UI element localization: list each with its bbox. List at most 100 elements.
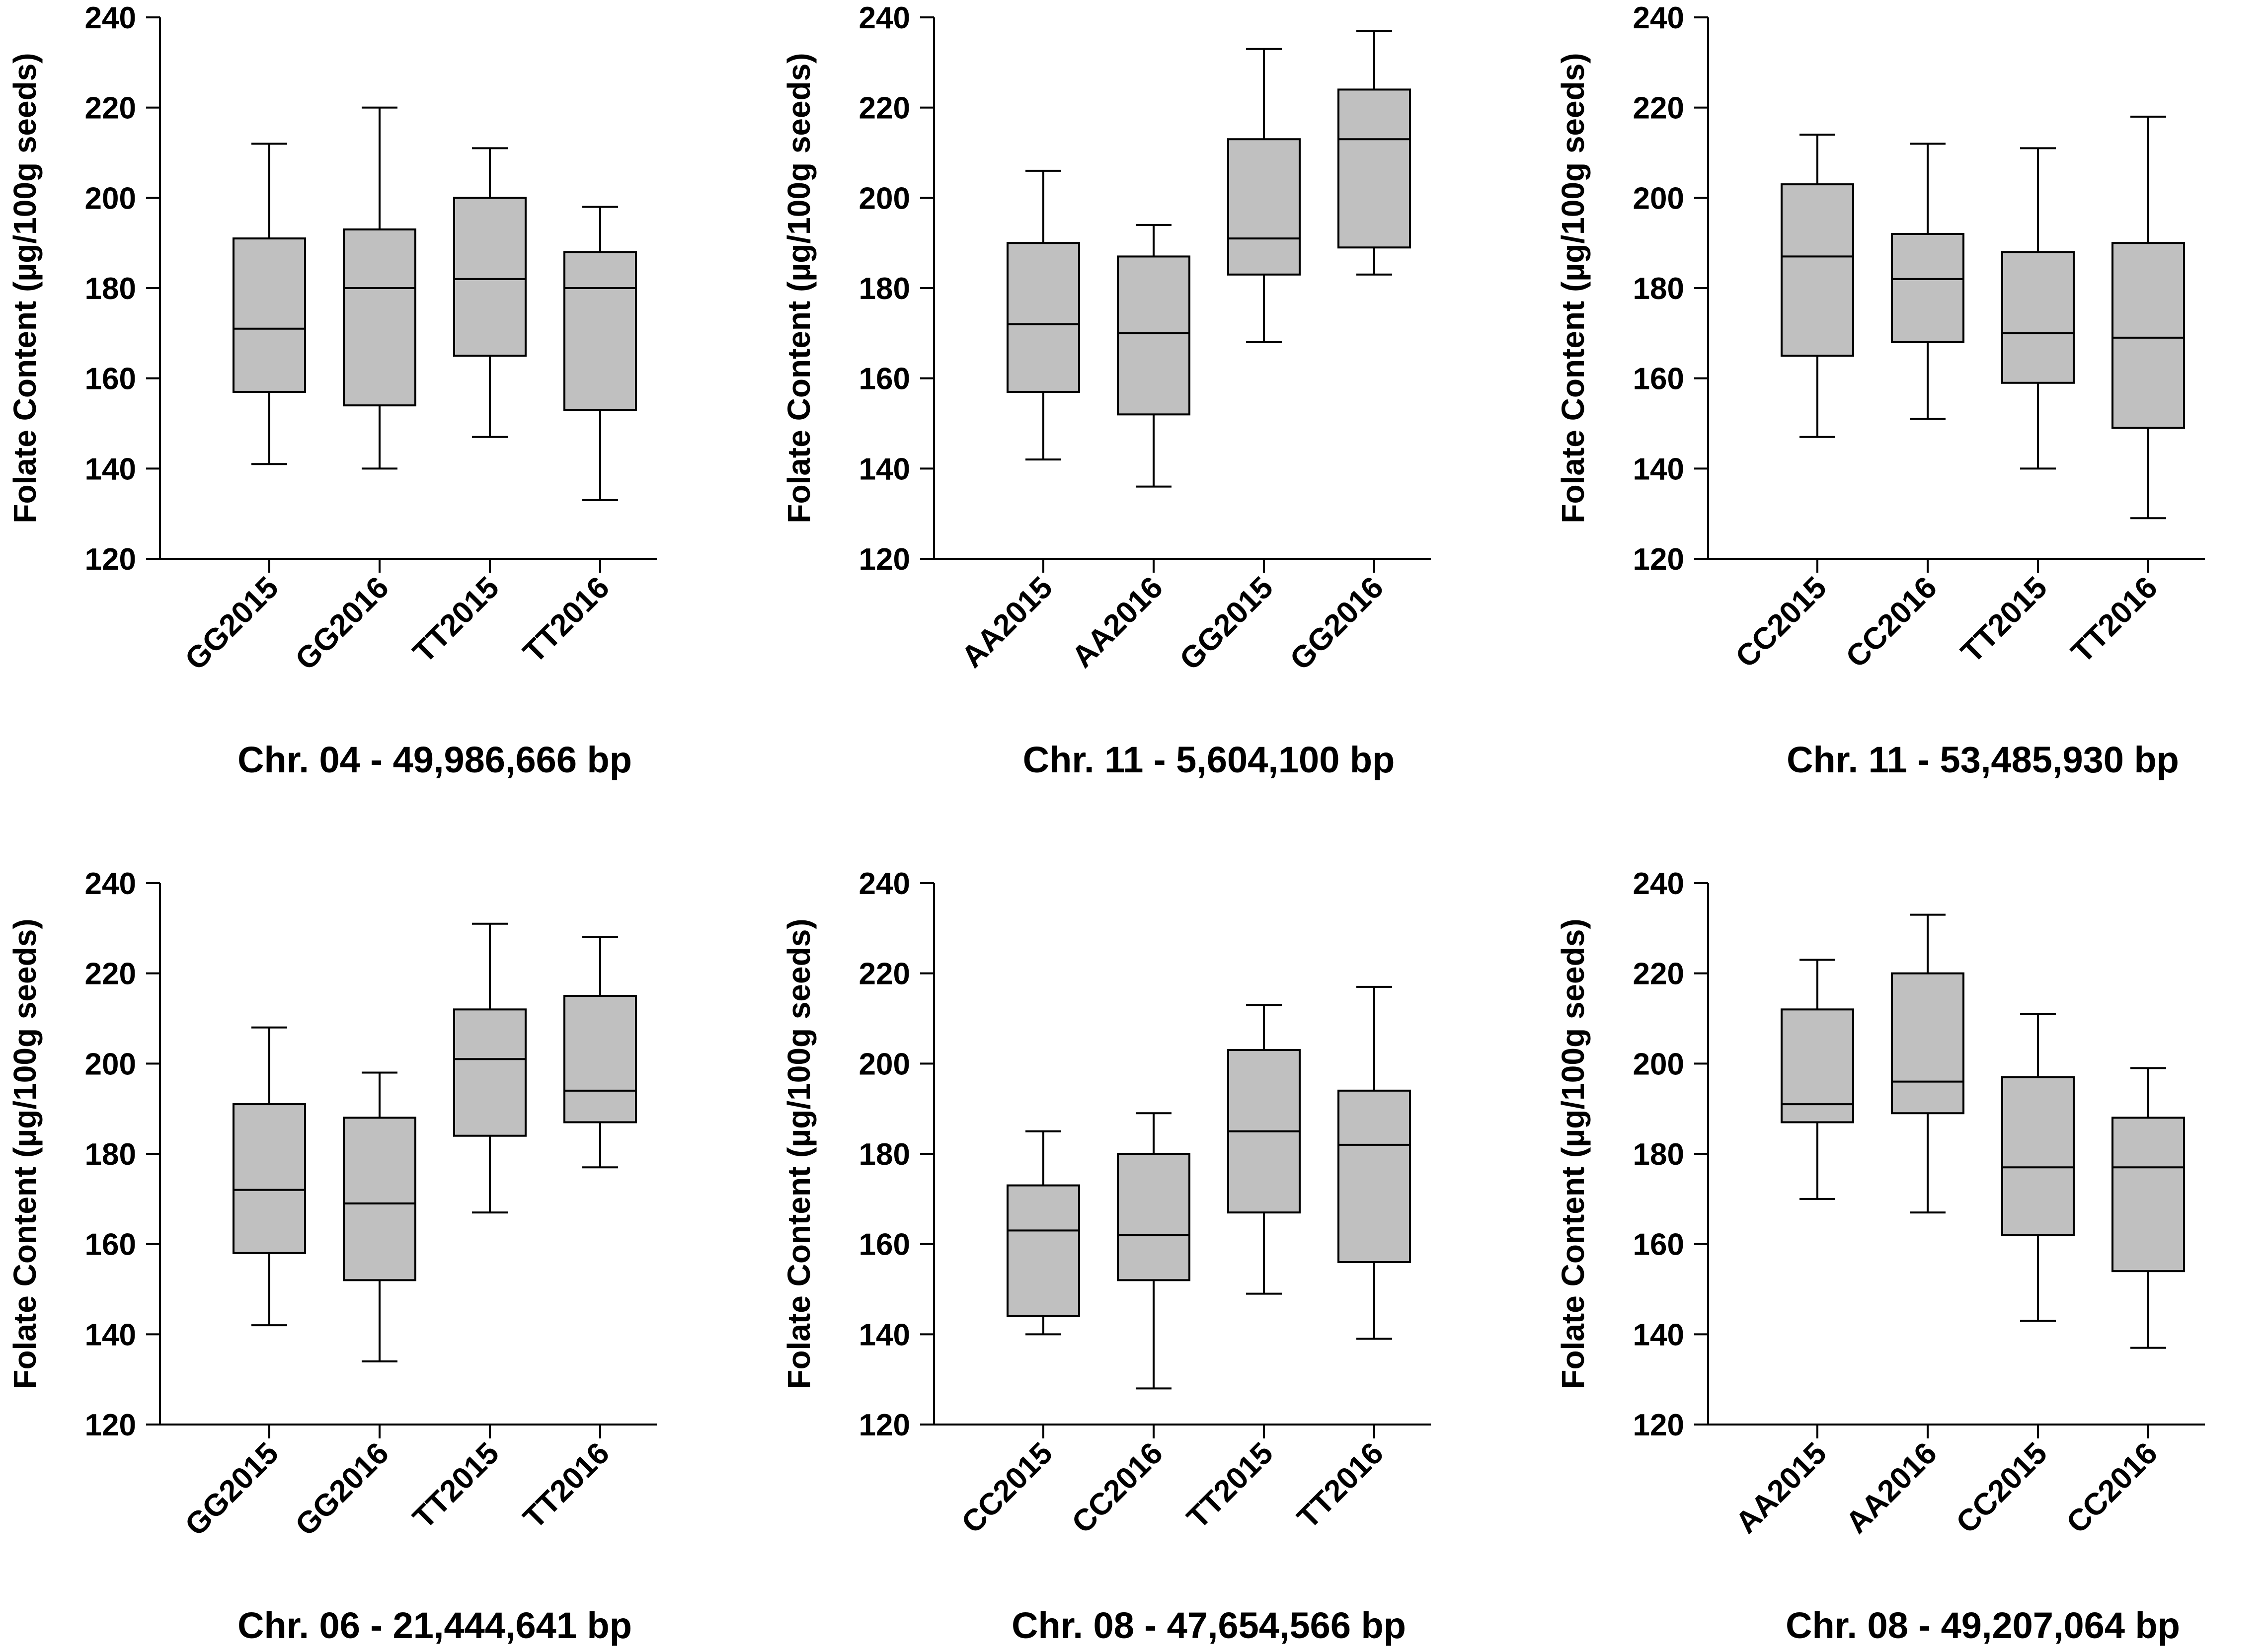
iqr-box bbox=[2112, 243, 2184, 428]
panel-title: Chr. 11 - 53,485,930 bp bbox=[1787, 739, 2179, 780]
box-GG2015: GG2015 bbox=[178, 1028, 305, 1543]
iqr-box bbox=[1892, 234, 1963, 342]
x-category-label: TT2016 bbox=[2065, 570, 2164, 670]
x-category-label: TT2015 bbox=[406, 570, 506, 670]
y-tick-label: 120 bbox=[1633, 542, 1684, 577]
x-category-label: AA2016 bbox=[1839, 1436, 1944, 1540]
panel-title: Chr. 08 - 49,207,064 bp bbox=[1786, 1605, 2180, 1646]
y-tick-label: 140 bbox=[85, 1318, 136, 1352]
x-category-label: TT2015 bbox=[1180, 1436, 1280, 1535]
box-CC2015: CC2015 bbox=[1950, 1014, 2074, 1540]
y-tick-label: 220 bbox=[1633, 957, 1684, 991]
y-tick-label: 220 bbox=[859, 91, 910, 126]
y-tick-label: 160 bbox=[1633, 362, 1684, 396]
y-axis-label: Folate Content (µg/100g seeds) bbox=[781, 53, 817, 523]
y-tick-label: 200 bbox=[1633, 1047, 1684, 1081]
x-category-label: CC2015 bbox=[1729, 570, 1833, 675]
iqr-box bbox=[1782, 184, 1853, 356]
box-CC2015: CC2015 bbox=[1729, 135, 1853, 675]
y-tick-label: 220 bbox=[85, 91, 136, 126]
y-tick-label: 180 bbox=[859, 272, 910, 306]
iqr-box bbox=[2002, 252, 2074, 382]
iqr-box bbox=[454, 198, 526, 356]
box-TT2015: TT2015 bbox=[1954, 148, 2074, 670]
box-GG2015: GG2015 bbox=[1173, 49, 1300, 677]
panel-title: Chr. 06 - 21,444,641 bp bbox=[237, 1605, 632, 1646]
y-tick-label: 240 bbox=[1633, 867, 1684, 901]
iqr-box bbox=[1118, 256, 1189, 414]
iqr-box bbox=[1008, 243, 1079, 392]
box-CC2016: CC2016 bbox=[2060, 1068, 2184, 1540]
iqr-box bbox=[344, 1118, 415, 1280]
x-category-label: CC2016 bbox=[1065, 1436, 1170, 1540]
iqr-box bbox=[454, 1009, 526, 1135]
box-CC2015: CC2015 bbox=[955, 1131, 1079, 1540]
y-tick-label: 240 bbox=[85, 867, 136, 901]
figure-canvas: 120 140 160 180 200 220 240 Folate Content (µg/… bbox=[0, 0, 2266, 1652]
x-category-label: GG2016 bbox=[1283, 570, 1390, 677]
box-GG2015: GG2015 bbox=[178, 144, 305, 676]
y-tick-label: 140 bbox=[859, 1318, 910, 1352]
y-tick-label: 240 bbox=[85, 1, 136, 35]
y-tick-label: 120 bbox=[859, 542, 910, 577]
y-tick-label: 140 bbox=[85, 452, 136, 486]
panel-title: Chr. 08 - 47,654,566 bp bbox=[1012, 1605, 1406, 1646]
y-tick-label: 160 bbox=[859, 362, 910, 396]
y-tick-label: 200 bbox=[85, 181, 136, 216]
chart-panel-2: 120 140 160 180 200 220 240 Folate Content (µg/… bbox=[781, 1, 1431, 780]
y-tick-label: 200 bbox=[1633, 181, 1684, 216]
x-category-label: AA2015 bbox=[1729, 1436, 1833, 1540]
box-GG2016: GG2016 bbox=[1283, 31, 1410, 676]
box-GG2016: GG2016 bbox=[289, 108, 415, 677]
y-tick-label: 200 bbox=[859, 181, 910, 216]
y-tick-label: 180 bbox=[859, 1137, 910, 1172]
iqr-box bbox=[234, 238, 305, 392]
box-TT2016: TT2016 bbox=[1291, 987, 1410, 1535]
box-AA2016: AA2016 bbox=[1839, 915, 1963, 1540]
iqr-box bbox=[1782, 1009, 1853, 1122]
box-TT2015: TT2015 bbox=[406, 148, 526, 670]
x-category-label: CC2016 bbox=[2060, 1436, 2164, 1540]
iqr-box bbox=[2002, 1077, 2074, 1235]
y-axis-label: Folate Content (µg/100g seeds) bbox=[7, 918, 43, 1389]
x-category-label: GG2016 bbox=[289, 570, 395, 677]
box-AA2015: AA2015 bbox=[1729, 960, 1853, 1540]
box-GG2016: GG2016 bbox=[289, 1073, 415, 1543]
y-tick-label: 180 bbox=[85, 272, 136, 306]
y-tick-label: 140 bbox=[859, 452, 910, 486]
y-tick-label: 180 bbox=[1633, 1137, 1684, 1172]
iqr-box bbox=[1892, 974, 1963, 1114]
iqr-box bbox=[564, 252, 636, 410]
y-tick-label: 140 bbox=[1633, 1318, 1684, 1352]
chart-panel-5: 120 140 160 180 200 220 240 Folate Content (µg/… bbox=[781, 867, 1431, 1646]
box-TT2016: TT2016 bbox=[517, 937, 636, 1535]
y-tick-label: 200 bbox=[859, 1047, 910, 1081]
chart-panel-6: 120 140 160 180 200 220 240 Folate Content (µg/… bbox=[1555, 867, 2205, 1646]
y-tick-label: 180 bbox=[1633, 272, 1684, 306]
x-category-label: GG2015 bbox=[178, 1436, 285, 1543]
x-category-label: CC2015 bbox=[955, 1436, 1059, 1540]
box-TT2016: TT2016 bbox=[517, 207, 636, 670]
box-AA2015: AA2015 bbox=[955, 171, 1079, 675]
box-TT2016: TT2016 bbox=[2065, 117, 2184, 670]
iqr-box bbox=[234, 1104, 305, 1253]
y-tick-label: 140 bbox=[1633, 452, 1684, 486]
y-axis-label: Folate Content (µg/100g seeds) bbox=[7, 53, 43, 523]
y-tick-label: 120 bbox=[1633, 1408, 1684, 1442]
iqr-box bbox=[2112, 1118, 2184, 1271]
y-tick-label: 160 bbox=[85, 1228, 136, 1262]
box-CC2016: CC2016 bbox=[1839, 144, 1963, 674]
box-AA2016: AA2016 bbox=[1065, 225, 1189, 675]
y-tick-label: 160 bbox=[85, 362, 136, 396]
y-tick-label: 240 bbox=[859, 867, 910, 901]
iqr-box bbox=[1118, 1154, 1189, 1280]
panel-title: Chr. 04 - 49,986,666 bp bbox=[237, 739, 632, 780]
iqr-box bbox=[1338, 89, 1410, 247]
y-tick-label: 120 bbox=[85, 542, 136, 577]
x-category-label: CC2016 bbox=[1839, 570, 1944, 675]
y-tick-label: 220 bbox=[1633, 91, 1684, 126]
panel-title: Chr. 11 - 5,604,100 bp bbox=[1023, 739, 1395, 780]
y-tick-label: 240 bbox=[1633, 1, 1684, 35]
y-tick-label: 220 bbox=[85, 957, 136, 991]
chart-panel-3: 120 140 160 180 200 220 240 Folate Content (µg/… bbox=[1555, 1, 2205, 780]
